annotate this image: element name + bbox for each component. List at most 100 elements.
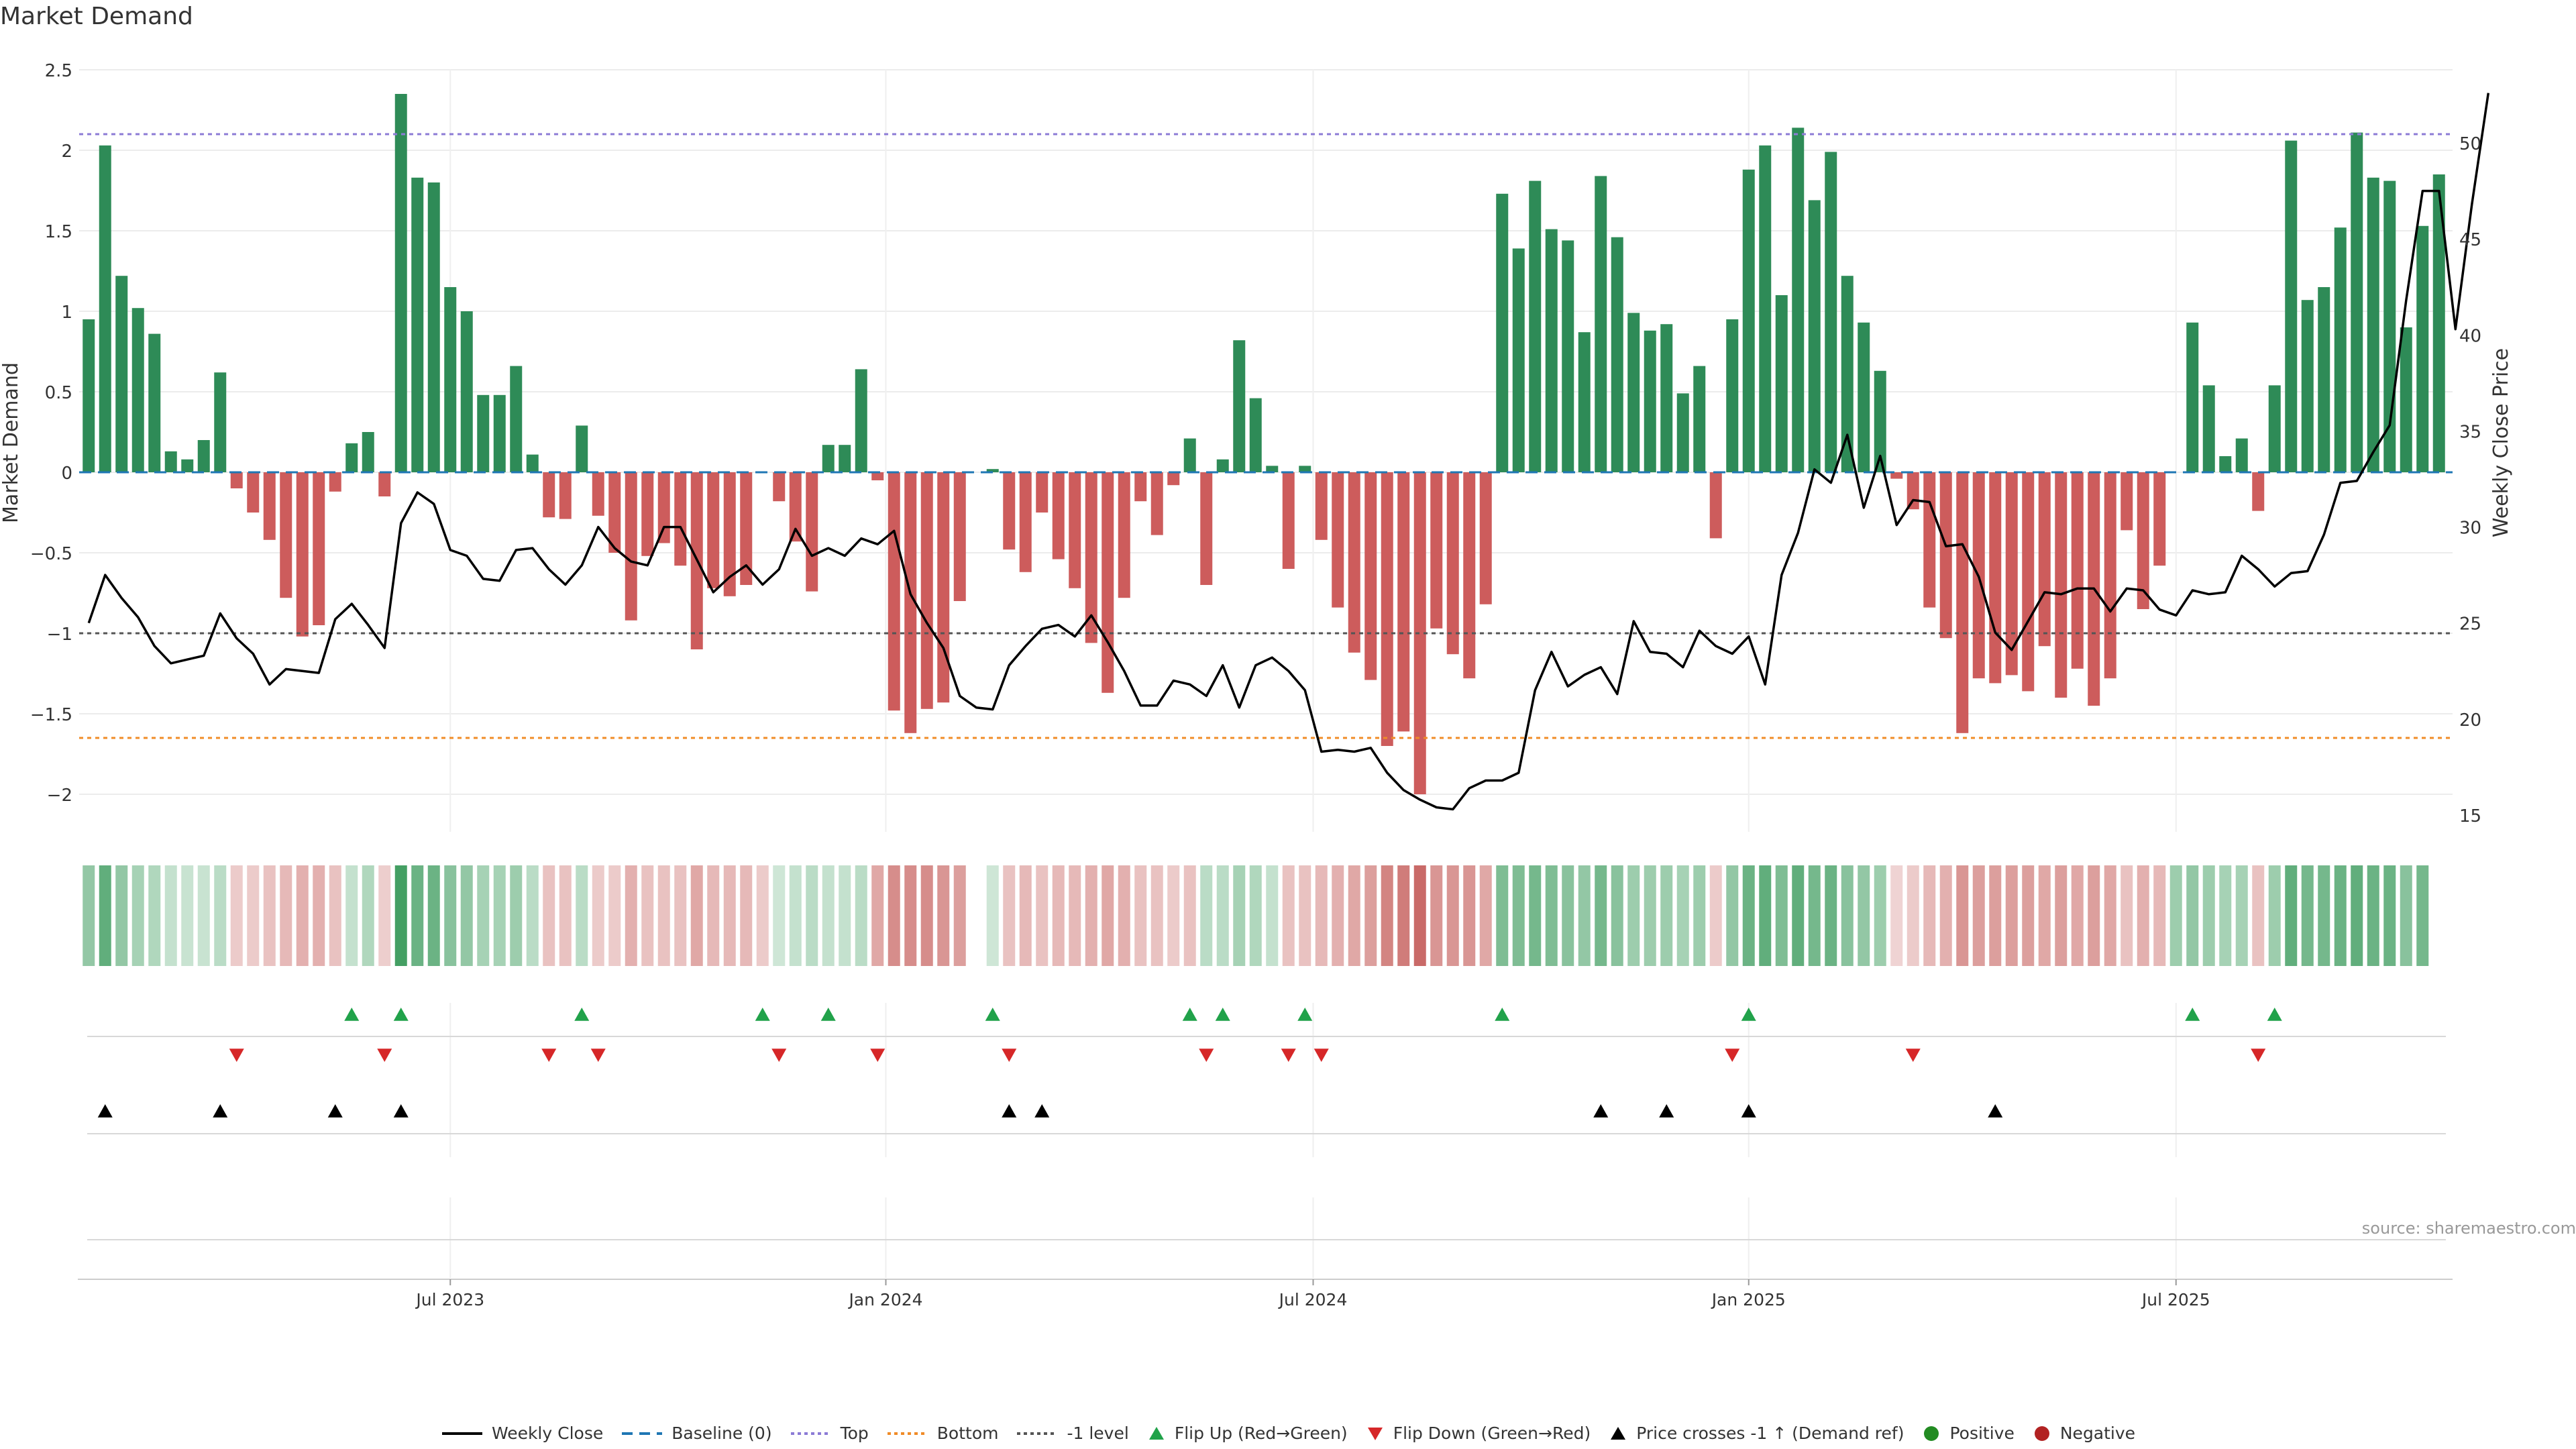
heat-cell — [576, 865, 588, 966]
demand-bar — [608, 472, 621, 553]
demand-bar — [247, 472, 260, 513]
cross-marker — [327, 1104, 343, 1118]
flip-down-marker — [1199, 1049, 1214, 1062]
heat-cell — [1676, 865, 1689, 966]
demand-bar — [444, 287, 457, 472]
flip-down-marker — [1281, 1049, 1296, 1062]
heat-cell — [1085, 865, 1097, 966]
demand-bar — [543, 472, 555, 518]
y-tick-label: 2 — [61, 142, 72, 162]
heat-cell — [2301, 865, 2314, 966]
cross-marker — [393, 1104, 409, 1118]
heat-cell — [2121, 865, 2133, 966]
heat-cell — [1611, 865, 1623, 966]
demand-bar — [510, 366, 523, 472]
heat-cell — [1299, 865, 1311, 966]
y-tick-label: 1 — [61, 303, 72, 323]
legend-item-negative: Negative — [2032, 1424, 2135, 1443]
heat-cell — [197, 865, 210, 966]
heat-cell — [263, 865, 276, 966]
heat-cell — [707, 865, 720, 966]
demand-bar — [230, 472, 243, 488]
heat-cell — [444, 865, 457, 966]
flip-down-marker — [771, 1049, 787, 1062]
demand-bar — [576, 425, 588, 472]
negative-legend-icon — [2034, 1426, 2049, 1441]
left-axis: 2.5 2 1.5 1 0.5 0 −0.5 −1 −1.5 −2 — [30, 61, 72, 806]
heat-cell — [280, 865, 292, 966]
flip-down-marker — [1002, 1049, 1017, 1062]
heat-cell — [1841, 865, 1854, 966]
flip-up-marker — [1741, 1008, 1756, 1021]
demand-bar — [1825, 152, 1837, 472]
demand-bar — [2301, 300, 2314, 472]
heat-cell — [411, 865, 424, 966]
demand-bar — [953, 472, 966, 601]
demand-bar — [1085, 472, 1097, 643]
legend-item-flip-up: Flip Up (Red→Green) — [1146, 1424, 1348, 1443]
demand-bar — [2235, 438, 2248, 472]
x-axis: Jul 2023 Jan 2024 Jul 2024 Jan 2025 Jul 2025 — [78, 1279, 2453, 1309]
flip-down-marker — [541, 1049, 557, 1062]
heat-cell — [2252, 865, 2265, 966]
close-line-group — [87, 93, 2490, 811]
demand-bar — [723, 472, 736, 596]
heat-cell — [1956, 865, 1969, 966]
demand-bar — [148, 333, 161, 472]
flip-down-marker — [870, 1049, 885, 1062]
heat-cell — [937, 865, 950, 966]
heat-cell — [1118, 865, 1130, 966]
heat-cell — [2285, 865, 2298, 966]
heat-cell — [920, 865, 933, 966]
heat-cell — [1923, 865, 1936, 966]
heat-cell — [2334, 865, 2347, 966]
heat-cell — [806, 865, 818, 966]
heat-cell — [1808, 865, 1821, 966]
demand-bar — [411, 177, 424, 472]
heat-cell — [723, 865, 736, 966]
demand-bar — [263, 472, 276, 540]
demand-bar — [1956, 472, 1969, 733]
heat-cell — [2235, 865, 2248, 966]
demand-bar — [2416, 225, 2429, 472]
heat-cell — [2367, 865, 2379, 966]
demand-bar — [1216, 459, 1229, 472]
demand-bar — [1249, 398, 1262, 472]
heat-cell — [164, 865, 177, 966]
heat-cell — [181, 865, 194, 966]
heat-cell — [247, 865, 260, 966]
cross-marker — [213, 1104, 228, 1118]
heat-cell — [773, 865, 786, 966]
heat-cell — [214, 865, 227, 966]
heat-cell — [99, 865, 111, 966]
legend: Weekly Close Baseline (0) Top Bottom -1 leve… — [0, 1424, 2576, 1443]
demand-bar — [773, 472, 786, 502]
heat-cell — [2088, 865, 2100, 966]
demand-bar — [1446, 472, 1459, 655]
demand-bar — [1562, 240, 1574, 472]
demand-bar — [1759, 145, 1772, 473]
demand-bar — [2153, 472, 2166, 566]
demand-bar — [2219, 456, 2232, 472]
cross-legend-icon — [1611, 1426, 1626, 1440]
demand-bar — [197, 440, 210, 472]
heat-cell — [1381, 865, 1393, 966]
close-line — [87, 93, 2490, 811]
flip-up-marker — [2267, 1008, 2282, 1021]
demand-bar — [1019, 472, 1032, 572]
legend-label: Top — [840, 1424, 869, 1443]
heat-cell — [2186, 865, 2199, 966]
heat-cell — [657, 865, 670, 966]
demand-bar — [2005, 472, 2018, 676]
heat-cell — [526, 865, 539, 966]
flip-down-marker — [1905, 1049, 1921, 1062]
demand-bar — [526, 454, 539, 472]
heat-cell — [1430, 865, 1443, 966]
demand-bar — [1282, 472, 1295, 569]
heat-cell — [888, 865, 900, 966]
demand-bar — [214, 372, 227, 472]
heat-cell — [2169, 865, 2182, 966]
demand-bar — [2400, 327, 2412, 472]
demand-bar — [1413, 472, 1426, 794]
heat-cell — [1529, 865, 1542, 966]
